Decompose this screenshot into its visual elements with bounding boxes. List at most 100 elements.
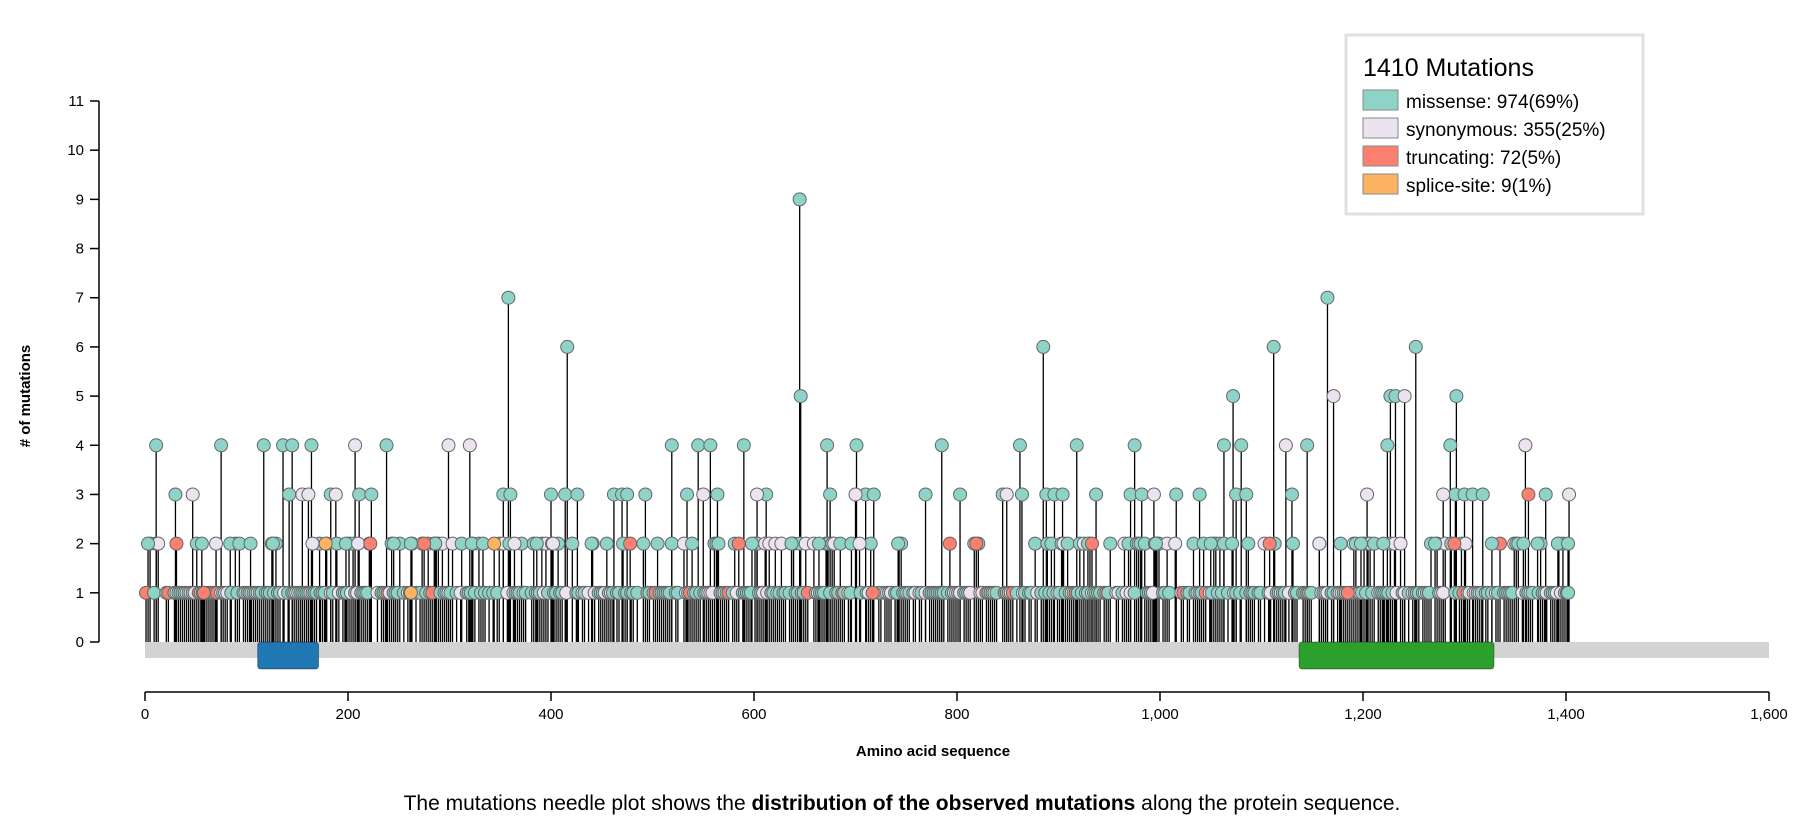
mutation-point[interactable]: [680, 487, 695, 502]
mutation-point[interactable]: [1397, 389, 1412, 404]
mutation-point[interactable]: [168, 487, 183, 502]
mutation-point[interactable]: [282, 487, 297, 502]
mutation-point[interactable]: [784, 536, 799, 551]
mutation-point[interactable]: [664, 438, 679, 453]
mutation-point[interactable]: [560, 339, 575, 354]
mutation-point[interactable]: [169, 536, 184, 551]
mutation-point[interactable]: [386, 536, 401, 551]
mutation-point[interactable]: [501, 290, 516, 305]
mutation-point[interactable]: [417, 536, 432, 551]
mutation-point[interactable]: [1521, 487, 1536, 502]
mutation-point[interactable]: [792, 192, 807, 207]
mutation-point[interactable]: [1241, 536, 1256, 551]
mutation-point[interactable]: [507, 536, 522, 551]
mutation-point[interactable]: [1055, 487, 1070, 502]
mutation-point[interactable]: [364, 487, 379, 502]
mutation-point[interactable]: [338, 536, 353, 551]
mutation-point[interactable]: [1530, 536, 1545, 551]
mutation-point[interactable]: [403, 536, 418, 551]
mutation-point[interactable]: [1312, 536, 1327, 551]
mutation-point[interactable]: [1089, 487, 1104, 502]
mutation-point[interactable]: [1084, 536, 1099, 551]
mutation-point[interactable]: [650, 536, 665, 551]
mutation-point[interactable]: [285, 438, 300, 453]
mutation-point[interactable]: [1266, 339, 1281, 354]
mutation-point[interactable]: [866, 487, 881, 502]
mutation-point[interactable]: [710, 487, 725, 502]
mutation-point[interactable]: [599, 536, 614, 551]
mutation-point[interactable]: [852, 536, 867, 551]
mutation-point[interactable]: [544, 487, 558, 502]
mutation-point[interactable]: [1148, 536, 1163, 551]
mutation-point[interactable]: [942, 536, 957, 551]
mutation-point[interactable]: [1340, 585, 1355, 600]
mutation-point[interactable]: [301, 487, 316, 502]
mutation-point[interactable]: [1436, 585, 1451, 600]
mutation-point[interactable]: [696, 487, 711, 502]
mutation-point[interactable]: [685, 536, 700, 551]
mutation-point[interactable]: [1408, 339, 1423, 354]
mutation-point[interactable]: [546, 536, 561, 551]
mutation-point[interactable]: [570, 487, 585, 502]
mutation-point[interactable]: [711, 536, 726, 551]
mutation-point[interactable]: [1561, 536, 1576, 551]
mutation-point[interactable]: [305, 536, 320, 551]
mutation-point[interactable]: [823, 487, 838, 502]
mutation-point[interactable]: [403, 585, 418, 600]
mutation-point[interactable]: [1203, 536, 1218, 551]
mutation-point[interactable]: [1036, 339, 1051, 354]
mutation-point[interactable]: [1285, 536, 1300, 551]
mutation-point[interactable]: [441, 438, 456, 453]
mutation-point[interactable]: [999, 487, 1014, 502]
mutation-point[interactable]: [691, 438, 706, 453]
mutation-point[interactable]: [636, 536, 651, 551]
mutation-point[interactable]: [848, 487, 863, 502]
mutation-point[interactable]: [703, 438, 718, 453]
mutation-point[interactable]: [351, 536, 366, 551]
mutation-point[interactable]: [584, 536, 599, 551]
mutation-point[interactable]: [185, 487, 200, 502]
mutation-point[interactable]: [736, 438, 751, 453]
mutation-point[interactable]: [379, 438, 394, 453]
mutation-point[interactable]: [1134, 487, 1149, 502]
mutation-point[interactable]: [256, 438, 271, 453]
mutation-point[interactable]: [1360, 487, 1375, 502]
mutation-point[interactable]: [1333, 536, 1348, 551]
mutation-point[interactable]: [1353, 536, 1368, 551]
mutation-point[interactable]: [849, 438, 864, 453]
mutation-point[interactable]: [1127, 438, 1142, 453]
mutation-point[interactable]: [664, 536, 679, 551]
mutation-point[interactable]: [1284, 487, 1299, 502]
mutation-point[interactable]: [529, 536, 544, 551]
mutation-point[interactable]: [623, 536, 638, 551]
mutation-point[interactable]: [1169, 487, 1184, 502]
protein-domain[interactable]: [257, 641, 320, 670]
mutation-point[interactable]: [503, 487, 518, 502]
mutation-point[interactable]: [363, 536, 378, 551]
mutation-point[interactable]: [1226, 389, 1241, 404]
mutation-point[interactable]: [1561, 585, 1576, 600]
mutation-point[interactable]: [1028, 536, 1043, 551]
mutation-point[interactable]: [1516, 536, 1531, 551]
mutation-point[interactable]: [744, 536, 759, 551]
mutation-point[interactable]: [953, 487, 968, 502]
mutation-point[interactable]: [750, 487, 765, 502]
mutation-point[interactable]: [1239, 487, 1254, 502]
mutation-point[interactable]: [1449, 389, 1464, 404]
mutation-point[interactable]: [149, 438, 164, 453]
mutation-point[interactable]: [918, 487, 933, 502]
mutation-point[interactable]: [209, 536, 224, 551]
mutation-point[interactable]: [243, 536, 258, 551]
mutation-point[interactable]: [352, 487, 367, 502]
mutation-point[interactable]: [1069, 438, 1084, 453]
mutation-point[interactable]: [1127, 585, 1142, 600]
mutation-point[interactable]: [1320, 290, 1335, 305]
mutation-point[interactable]: [1428, 536, 1443, 551]
mutation-point[interactable]: [1234, 438, 1249, 453]
mutation-point[interactable]: [1518, 438, 1533, 453]
mutation-point[interactable]: [328, 487, 343, 502]
mutation-point[interactable]: [1447, 536, 1462, 551]
mutation-point[interactable]: [1436, 487, 1451, 502]
mutation-point[interactable]: [1168, 536, 1183, 551]
mutation-point[interactable]: [487, 536, 502, 551]
